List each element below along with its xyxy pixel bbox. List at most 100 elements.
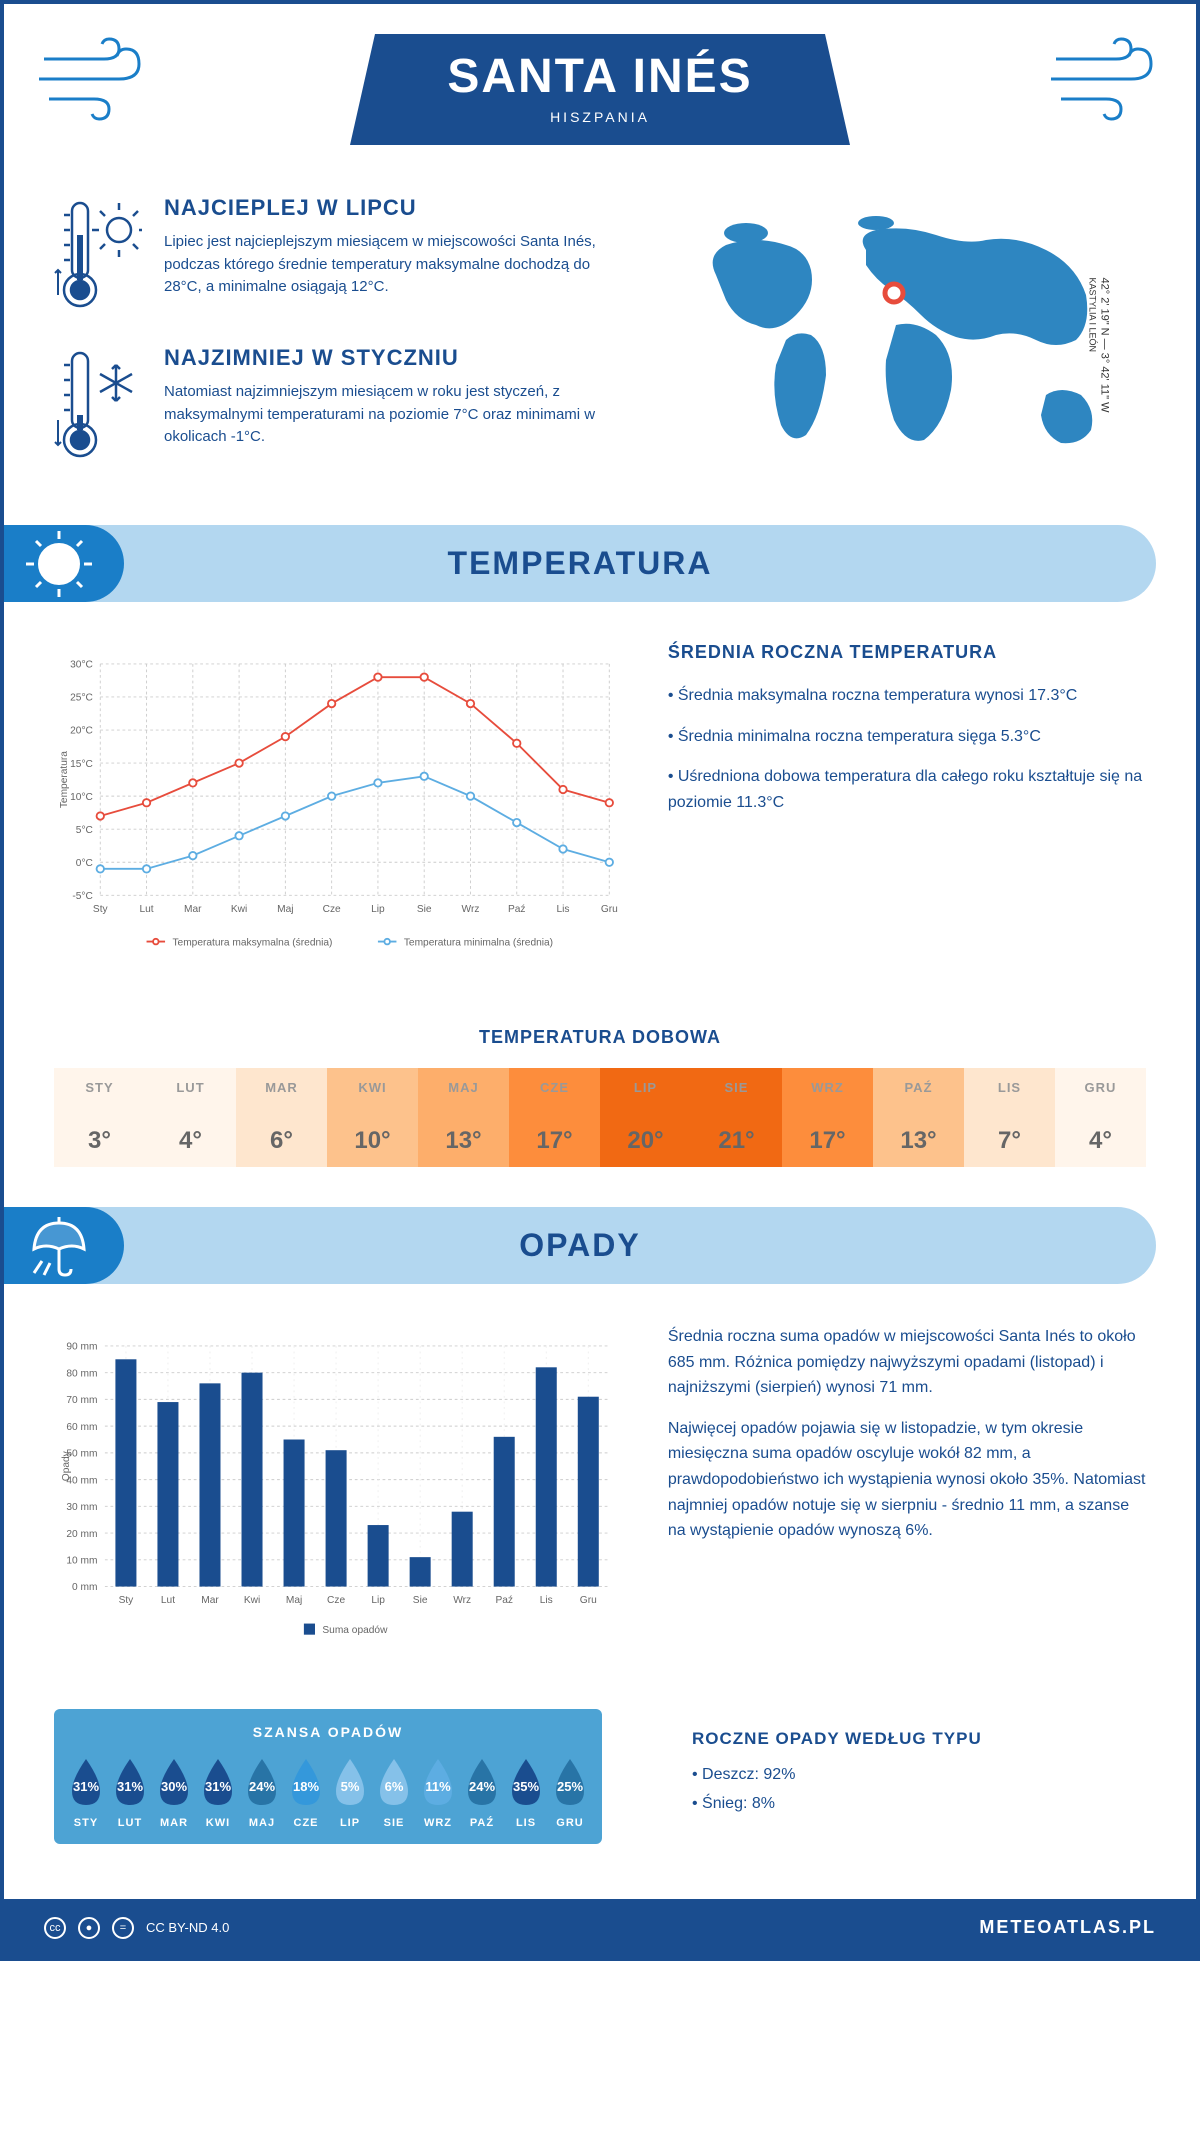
- by-icon: ●: [78, 1917, 100, 1939]
- daily-month-cell: MAR: [236, 1068, 327, 1107]
- svg-text:Wrz: Wrz: [462, 904, 480, 915]
- header: SANTA INÉS HISZPANIA: [4, 4, 1196, 165]
- svg-text:Cze: Cze: [327, 1595, 345, 1606]
- svg-text:Lut: Lut: [161, 1595, 175, 1606]
- hottest-heading: NAJCIEPLEJ W LIPCU: [164, 195, 626, 221]
- drop-cell: 25%GRU: [548, 1755, 592, 1829]
- daily-temp-table: TEMPERATURA DOBOWA STYLUTMARKWIMAJCZELIP…: [4, 1027, 1196, 1207]
- coldest-block: NAJZIMNIEJ W STYCZNIU Natomiast najzimni…: [54, 345, 626, 465]
- drop-cell: 31%KWI: [196, 1755, 240, 1829]
- svg-text:Kwi: Kwi: [244, 1595, 260, 1606]
- temp-section-title: TEMPERATURA: [4, 545, 1156, 582]
- temp-section-header: TEMPERATURA: [4, 525, 1156, 602]
- svg-text:Lip: Lip: [371, 1595, 385, 1606]
- svg-text:15°C: 15°C: [70, 759, 93, 770]
- precip-rain-pct: • Deszcz: 92%: [692, 1761, 1096, 1790]
- title-banner: SANTA INÉS HISZPANIA: [350, 34, 850, 145]
- daily-value-cell: 4°: [1055, 1107, 1146, 1167]
- svg-text:-5°C: -5°C: [72, 891, 92, 902]
- svg-text:Opady: Opady: [61, 1450, 72, 1481]
- svg-text:Suma opadów: Suma opadów: [322, 1625, 388, 1636]
- svg-text:5°C: 5°C: [76, 825, 93, 836]
- svg-text:Temperatura minimalna (średnia: Temperatura minimalna (średnia): [404, 937, 553, 948]
- svg-text:Sie: Sie: [413, 1595, 428, 1606]
- svg-text:Temperatura: Temperatura: [59, 751, 70, 808]
- svg-text:Wrz: Wrz: [453, 1595, 471, 1606]
- svg-text:Temperatura maksymalna (średni: Temperatura maksymalna (średnia): [172, 937, 332, 948]
- drop-cell: 24%MAJ: [240, 1755, 284, 1829]
- svg-text:Sty: Sty: [119, 1595, 135, 1606]
- drop-cell: 24%PAŹ: [460, 1755, 504, 1829]
- daily-month-cell: LIP: [600, 1068, 691, 1107]
- svg-text:20 mm: 20 mm: [66, 1529, 97, 1540]
- svg-text:Lut: Lut: [139, 904, 153, 915]
- svg-text:Paź: Paź: [495, 1595, 513, 1606]
- world-map-block: 42° 2' 19" N — 3° 42' 11" W KASTYLIA I L…: [666, 195, 1146, 495]
- svg-text:Kwi: Kwi: [231, 904, 247, 915]
- annual-temp-bullet: • Średnia maksymalna roczna temperatura …: [668, 683, 1146, 709]
- daily-value-cell: 17°: [782, 1107, 873, 1167]
- svg-text:10 mm: 10 mm: [66, 1556, 97, 1567]
- hottest-block: NAJCIEPLEJ W LIPCU Lipiec jest najcieple…: [54, 195, 626, 315]
- precip-chart: 0 mm10 mm20 mm30 mm40 mm50 mm60 mm70 mm8…: [54, 1324, 628, 1669]
- svg-text:80 mm: 80 mm: [66, 1368, 97, 1379]
- svg-text:Gru: Gru: [580, 1595, 597, 1606]
- temp-annual-info: ŚREDNIA ROCZNA TEMPERATURA • Średnia mak…: [668, 642, 1146, 987]
- svg-text:0 mm: 0 mm: [72, 1582, 97, 1593]
- daily-month-cell: MAJ: [418, 1068, 509, 1107]
- thermometer-hot-icon: [54, 195, 144, 315]
- daily-value-cell: 13°: [873, 1107, 964, 1167]
- svg-text:Sty: Sty: [93, 904, 109, 915]
- drop-cell: 6%SIE: [372, 1755, 416, 1829]
- precip-section-title: OPADY: [4, 1227, 1156, 1264]
- wind-icon: [34, 34, 154, 124]
- precip-type-heading: ROCZNE OPADY WEDŁUG TYPU: [692, 1729, 1096, 1749]
- svg-text:10°C: 10°C: [70, 792, 93, 803]
- svg-text:Lis: Lis: [557, 904, 570, 915]
- city-title: SANTA INÉS: [430, 49, 770, 104]
- coldest-heading: NAJZIMNIEJ W STYCZNIU: [164, 345, 626, 371]
- daily-month-cell: SIE: [691, 1068, 782, 1107]
- annual-temp-bullet: • Średnia minimalna roczna temperatura s…: [668, 724, 1146, 750]
- svg-text:0°C: 0°C: [76, 858, 93, 869]
- precip-text: Średnia roczna suma opadów w miejscowośc…: [668, 1324, 1146, 1401]
- svg-text:Maj: Maj: [286, 1595, 302, 1606]
- precip-chance-panel: SZANSA OPADÓW 31%STY31%LUT30%MAR31%KWI24…: [54, 1709, 602, 1844]
- svg-text:25°C: 25°C: [70, 693, 93, 704]
- daily-temp-heading: TEMPERATURA DOBOWA: [54, 1027, 1146, 1048]
- svg-text:30 mm: 30 mm: [66, 1502, 97, 1513]
- site-name: METEOATLAS.PL: [979, 1917, 1156, 1938]
- daily-month-cell: STY: [54, 1068, 145, 1107]
- drop-cell: 5%LIP: [328, 1755, 372, 1829]
- drop-cell: 31%STY: [64, 1755, 108, 1829]
- precip-snow-pct: • Śnieg: 8%: [692, 1790, 1096, 1819]
- drop-cell: 35%LIS: [504, 1755, 548, 1829]
- svg-text:Mar: Mar: [201, 1595, 219, 1606]
- svg-text:Gru: Gru: [601, 904, 618, 915]
- svg-text:90 mm: 90 mm: [66, 1342, 97, 1353]
- precip-type-block: ROCZNE OPADY WEDŁUG TYPU • Deszcz: 92% •…: [642, 1709, 1146, 1859]
- daily-value-cell: 17°: [509, 1107, 600, 1167]
- svg-text:Mar: Mar: [184, 904, 202, 915]
- daily-value-cell: 10°: [327, 1107, 418, 1167]
- svg-text:Lis: Lis: [540, 1595, 553, 1606]
- daily-month-cell: WRZ: [782, 1068, 873, 1107]
- daily-value-cell: 20°: [600, 1107, 691, 1167]
- daily-month-cell: LIS: [964, 1068, 1055, 1107]
- precip-text: Najwięcej opadów pojawia się w listopadz…: [668, 1416, 1146, 1544]
- daily-value-cell: 21°: [691, 1107, 782, 1167]
- drop-cell: 11%WRZ: [416, 1755, 460, 1829]
- svg-text:Lip: Lip: [371, 904, 385, 915]
- nd-icon: =: [112, 1917, 134, 1939]
- daily-month-cell: CZE: [509, 1068, 600, 1107]
- coordinates-text: 42° 2' 19" N — 3° 42' 11" W KASTYLIA I L…: [1087, 278, 1111, 413]
- daily-value-cell: 7°: [964, 1107, 1055, 1167]
- svg-text:60 mm: 60 mm: [66, 1422, 97, 1433]
- coldest-text: Natomiast najzimniejszym miesiącem w rok…: [164, 381, 626, 449]
- intro-section: NAJCIEPLEJ W LIPCU Lipiec jest najcieple…: [4, 165, 1196, 525]
- drop-cell: 18%CZE: [284, 1755, 328, 1829]
- annual-temp-heading: ŚREDNIA ROCZNA TEMPERATURA: [668, 642, 1146, 663]
- world-map-icon: [666, 195, 1146, 475]
- daily-value-cell: 3°: [54, 1107, 145, 1167]
- drop-cell: 30%MAR: [152, 1755, 196, 1829]
